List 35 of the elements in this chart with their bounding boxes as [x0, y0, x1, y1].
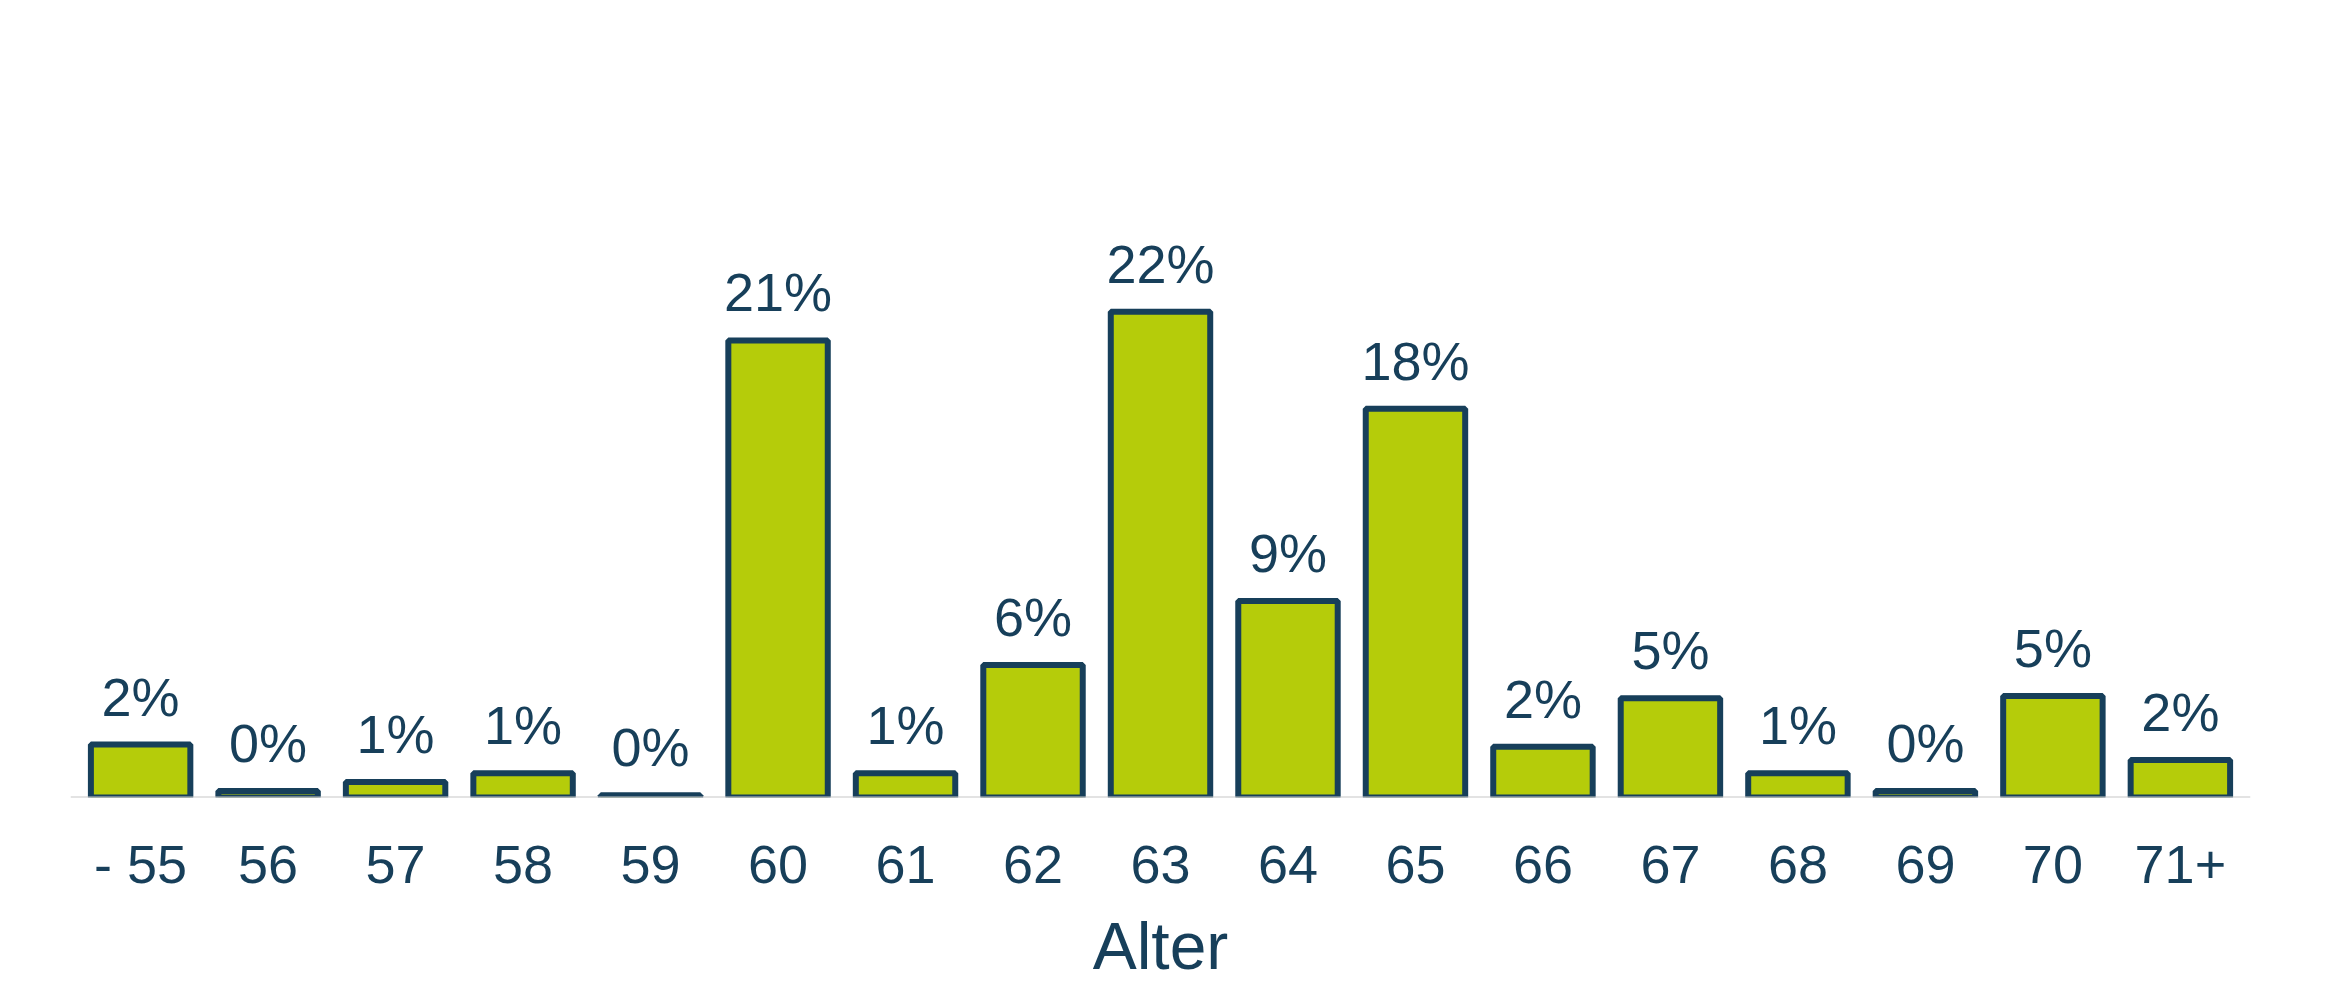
x-tick-label: 61: [875, 833, 936, 894]
data-label: 6%: [993, 587, 1073, 648]
x-tick-label: 71+: [2134, 833, 2227, 894]
data-label: 0%: [1886, 712, 1965, 773]
data-label: 5%: [2013, 617, 2092, 678]
data-label: 22%: [1106, 233, 1215, 294]
x-tick-label: 68: [1767, 833, 1828, 894]
x-tick-label: 62: [1002, 833, 1064, 894]
data-label: 0%: [229, 712, 308, 773]
x-tick-label: 70: [2022, 833, 2083, 894]
x-tick-label: 63: [1130, 833, 1191, 894]
data-label: 1%: [356, 704, 435, 765]
data-label: 2%: [1503, 668, 1582, 729]
data-label: 5%: [1631, 620, 1710, 681]
x-tick-label: 65: [1385, 833, 1446, 894]
x-tick-label: 59: [620, 833, 681, 894]
x-tick-label: - 55: [94, 833, 188, 894]
x-tick-label: 57: [365, 833, 426, 894]
x-tick-label: 56: [238, 833, 299, 894]
x-tick-label: 60: [748, 833, 809, 894]
x-tick-label: 64: [1257, 833, 1319, 894]
data-label: 1%: [1758, 695, 1837, 756]
data-label: 2%: [2141, 681, 2220, 742]
x-tick-label: 58: [493, 833, 554, 894]
data-label: 21%: [724, 262, 833, 323]
data-label: 0%: [611, 717, 690, 778]
data-label: 1%: [484, 695, 563, 756]
data-label: 1%: [866, 695, 945, 756]
data-label: 2%: [101, 666, 180, 727]
data-label: 9%: [1248, 522, 1328, 583]
x-tick-label: 66: [1512, 833, 1573, 894]
x-axis-title: Alter: [1092, 908, 1229, 983]
x-tick-label: 67: [1640, 833, 1701, 894]
x-tick-label: 69: [1895, 833, 1956, 894]
data-label: 18%: [1361, 330, 1470, 391]
